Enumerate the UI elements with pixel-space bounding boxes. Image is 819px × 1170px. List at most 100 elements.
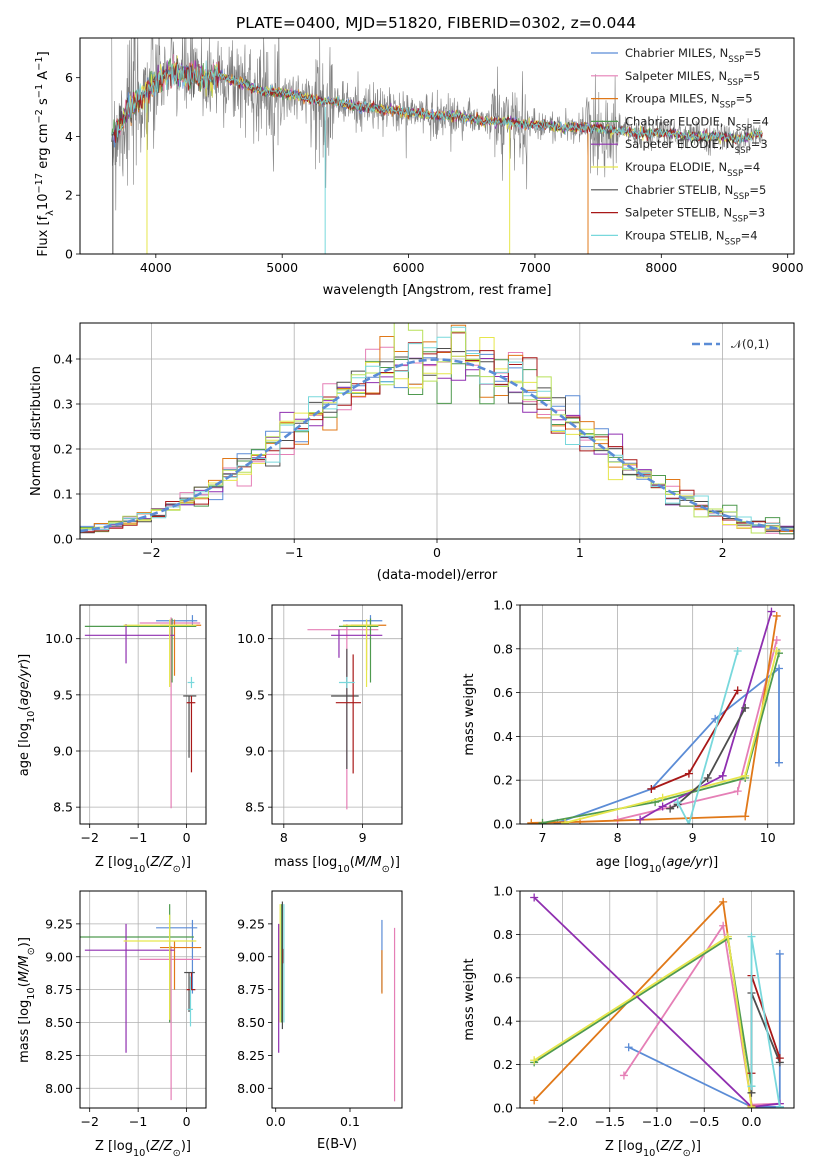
y-tick-label: 6 [65, 70, 73, 85]
mass-vs-Z-plot-area [80, 904, 202, 1101]
x-tick-label: −1.5 [595, 1114, 625, 1129]
spectrum-ylabel-part: ] [36, 51, 51, 56]
mass-vs-EBV-plot-area [278, 901, 396, 1102]
y-tick-label: 8.00 [45, 1081, 73, 1096]
spectrum-xlabel: wavelength [Angstrom, rest frame] [323, 283, 552, 298]
weight-point-marker [733, 787, 742, 796]
weight-point-marker [741, 703, 750, 712]
age-vs-Z-plot-area [84, 615, 202, 809]
error-bar-point [331, 648, 359, 769]
error-bar-point [186, 695, 196, 773]
age-vs-Z-xlabel-part: Z [log [95, 855, 133, 870]
x-tick-label: −2 [80, 830, 98, 845]
mass-vs-Z-xlabel-part: )] [181, 1139, 191, 1154]
legend-entry-part: SSP [736, 123, 752, 133]
weight-series [747, 932, 784, 1108]
weight-series [636, 607, 776, 824]
y-tick-label: 9.0 [53, 744, 73, 759]
age-vs-mass-xlabel-part: mass [log [274, 855, 337, 870]
residual-histogram [80, 326, 794, 531]
weight-point-marker [719, 897, 728, 906]
legend-entry-part: Chabrier STELIB, N [625, 183, 733, 197]
weight-series [673, 646, 742, 824]
y-tick-label: 4 [65, 129, 73, 144]
error-bar-point [159, 940, 202, 990]
weight-point-marker [624, 1043, 633, 1052]
weight-series [619, 921, 784, 1108]
y-tick-label: 9.5 [245, 687, 265, 702]
weight-series-line [542, 652, 780, 824]
x-tick-label: 6000 [393, 260, 425, 275]
weight-point-marker [703, 774, 712, 783]
weight-point-marker [772, 636, 781, 645]
y-tick-label: 8.50 [237, 1015, 265, 1030]
y-tick-label: 0.1 [53, 487, 73, 502]
error-bar-point [156, 615, 198, 627]
y-tick-label: 9.0 [245, 744, 265, 759]
mass-vs-Z-xlabel-part: ( [145, 1139, 150, 1154]
weight-vs-age-xlabel-part: ( [661, 855, 666, 870]
y-tick-label: 9.00 [45, 949, 73, 964]
weight-point-marker [767, 607, 776, 616]
legend-entry-part: =4 [752, 114, 769, 128]
weight-series-line [623, 923, 780, 1106]
legend-entry-part: Kroupa STELIB, N [625, 228, 725, 242]
x-tick-label: 0 [183, 830, 191, 845]
age-vs-Z-ylabel-part: ( [17, 706, 32, 711]
y-tick-label: 1.0 [493, 884, 513, 899]
weight-vs-Z-xlabel-part: ⊙ [683, 1148, 691, 1159]
legend-entry: 𝒩(0,1) [731, 337, 769, 351]
legend-entry-part: SSP [727, 78, 743, 88]
age-vs-Z-xlabel-part: Z/Z [149, 855, 173, 870]
spectrum-ylabel-part: −1 [34, 56, 45, 70]
mass-vs-Z-ylabel-part: ( [17, 982, 32, 987]
error-bar-point [331, 629, 383, 658]
weight-point-marker [530, 893, 539, 902]
legend-entry: Salpeter MILES, NSSP=5 [625, 69, 760, 88]
error-bar-point [84, 923, 175, 1053]
y-tick-label: 0.4 [493, 1014, 513, 1029]
weight-vs-Z-ylabel: mass weight [462, 958, 477, 1040]
y-tick-label: 8.25 [45, 1048, 73, 1063]
error-bar-point [187, 976, 193, 1027]
x-tick-label: −1.0 [642, 1114, 672, 1129]
y-tick-label: 2 [65, 188, 73, 203]
weight-vs-Z-xlabel-part: ( [655, 1139, 660, 1154]
spectrum-panel: 4000 5000 6000 7000 8000 9000 0 2 4 6 wavelength [… [34, 37, 804, 298]
y-tick-label: 0.2 [493, 1057, 513, 1072]
legend-entry-part: =3 [751, 137, 768, 151]
x-tick-label: −1 [285, 545, 303, 560]
y-tick-label: 8.75 [45, 982, 73, 997]
x-tick-label: 9 [689, 830, 697, 845]
legend-entry-part: =5 [744, 46, 761, 60]
weight-point-marker [775, 949, 784, 958]
mass-vs-EBV-xlabel: E(B-V) [317, 1137, 357, 1152]
x-tick-label: 7 [539, 830, 547, 845]
y-tick-label: 0.4 [53, 352, 73, 367]
error-bar-point [123, 914, 197, 1020]
y-tick-label: 0.2 [53, 442, 73, 457]
weight-series [647, 686, 742, 793]
legend-entry: Chabrier STELIB, NSSP=5 [625, 183, 766, 202]
error-bar-point [183, 695, 197, 758]
y-tick-label: 10.0 [45, 631, 73, 646]
x-tick-label: 1 [576, 545, 584, 560]
weight-point-marker [747, 1082, 756, 1091]
legend-entry: Kroupa MILES, NSSP=5 [625, 92, 753, 111]
weight-vs-age-ylabel: mass weight [462, 673, 477, 755]
y-tick-label: 0.4 [493, 729, 513, 744]
weight-vs-age-xlabel-part: )] [708, 855, 718, 870]
mass-vs-Z-xlabel-part: Z [log [95, 1139, 133, 1154]
error-bar-point [338, 618, 379, 683]
y-tick-label: 8.50 [45, 1015, 73, 1030]
weight-point-marker [772, 646, 781, 655]
weight-point-marker [527, 818, 536, 824]
y-tick-label: 0.0 [493, 1101, 513, 1116]
weight-point-marker [723, 932, 732, 941]
y-tick-label: 9.25 [237, 916, 265, 931]
legend-entry-part: SSP [735, 146, 751, 156]
legend-entry-part: Chabrier ELODIE, N [625, 114, 736, 128]
weight-vs-Z-panel: −2.0 −1.5 −1.0 −0.5 0.0 0.0 0.2 0.4 0.6 0.8 1.0 Z [… [462, 884, 795, 1159]
